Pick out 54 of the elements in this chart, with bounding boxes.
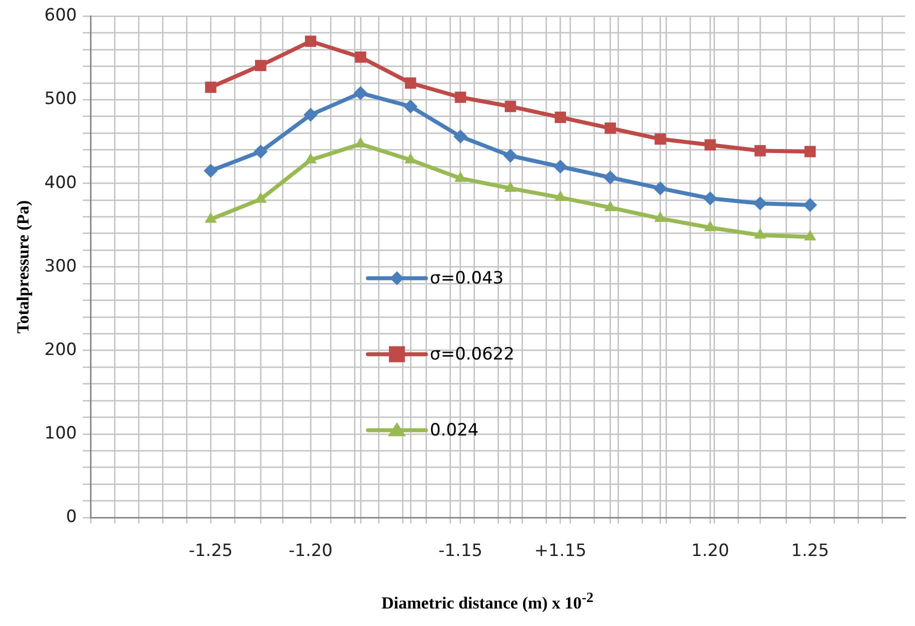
point (304, 108, 318, 122)
y-tick-label: 200 (44, 340, 77, 360)
x-tick-label: -1.20 (288, 541, 333, 562)
point (804, 230, 816, 240)
point (205, 82, 216, 93)
point (454, 92, 466, 103)
point (604, 200, 616, 212)
y-tick-label: 500 (44, 89, 77, 110)
point (204, 164, 218, 178)
point (654, 211, 666, 222)
point (453, 130, 468, 144)
point (753, 196, 768, 210)
point (404, 77, 416, 89)
y-tick-label: 300 (44, 256, 77, 276)
point (704, 220, 716, 232)
y-tick-label: 600 (44, 6, 77, 26)
x-tick-label: 1.25 (791, 541, 830, 562)
y-tick-label: 400 (44, 172, 77, 193)
point (354, 51, 366, 63)
legend-label: σ=0.043 (430, 268, 504, 289)
point (754, 145, 766, 156)
x-tick-label: 1.20 (691, 541, 730, 562)
y-axis-title: Totalpressure (Pa) (14, 200, 33, 334)
y-tick-label: 0 (66, 507, 77, 528)
point (554, 190, 566, 202)
point (704, 139, 716, 151)
point (503, 148, 518, 163)
x-tick-label: -1.15 (438, 541, 482, 562)
point (304, 36, 316, 47)
point (703, 191, 718, 206)
legend-label: 0.024 (430, 420, 479, 441)
point (454, 171, 467, 182)
point (804, 146, 816, 158)
point (754, 228, 766, 239)
point (255, 60, 266, 72)
point (354, 86, 368, 100)
legend-label: σ=0.0622 (430, 344, 514, 365)
point (654, 133, 666, 145)
point (603, 170, 618, 184)
point (404, 99, 418, 114)
x-tick-label: +1.15 (534, 541, 586, 562)
point (504, 181, 516, 192)
point (554, 112, 566, 123)
point (204, 212, 217, 223)
point (553, 160, 568, 174)
point (504, 100, 516, 112)
point (304, 152, 317, 164)
point (803, 198, 818, 212)
x-axis-title: Diametric distance (m) x 10$^{-2}$ (380, 590, 594, 614)
point (653, 181, 668, 196)
point (254, 144, 268, 159)
x-tick-label: -1.25 (188, 541, 233, 562)
y-tick-label: 100 (44, 423, 77, 444)
point (604, 122, 616, 134)
